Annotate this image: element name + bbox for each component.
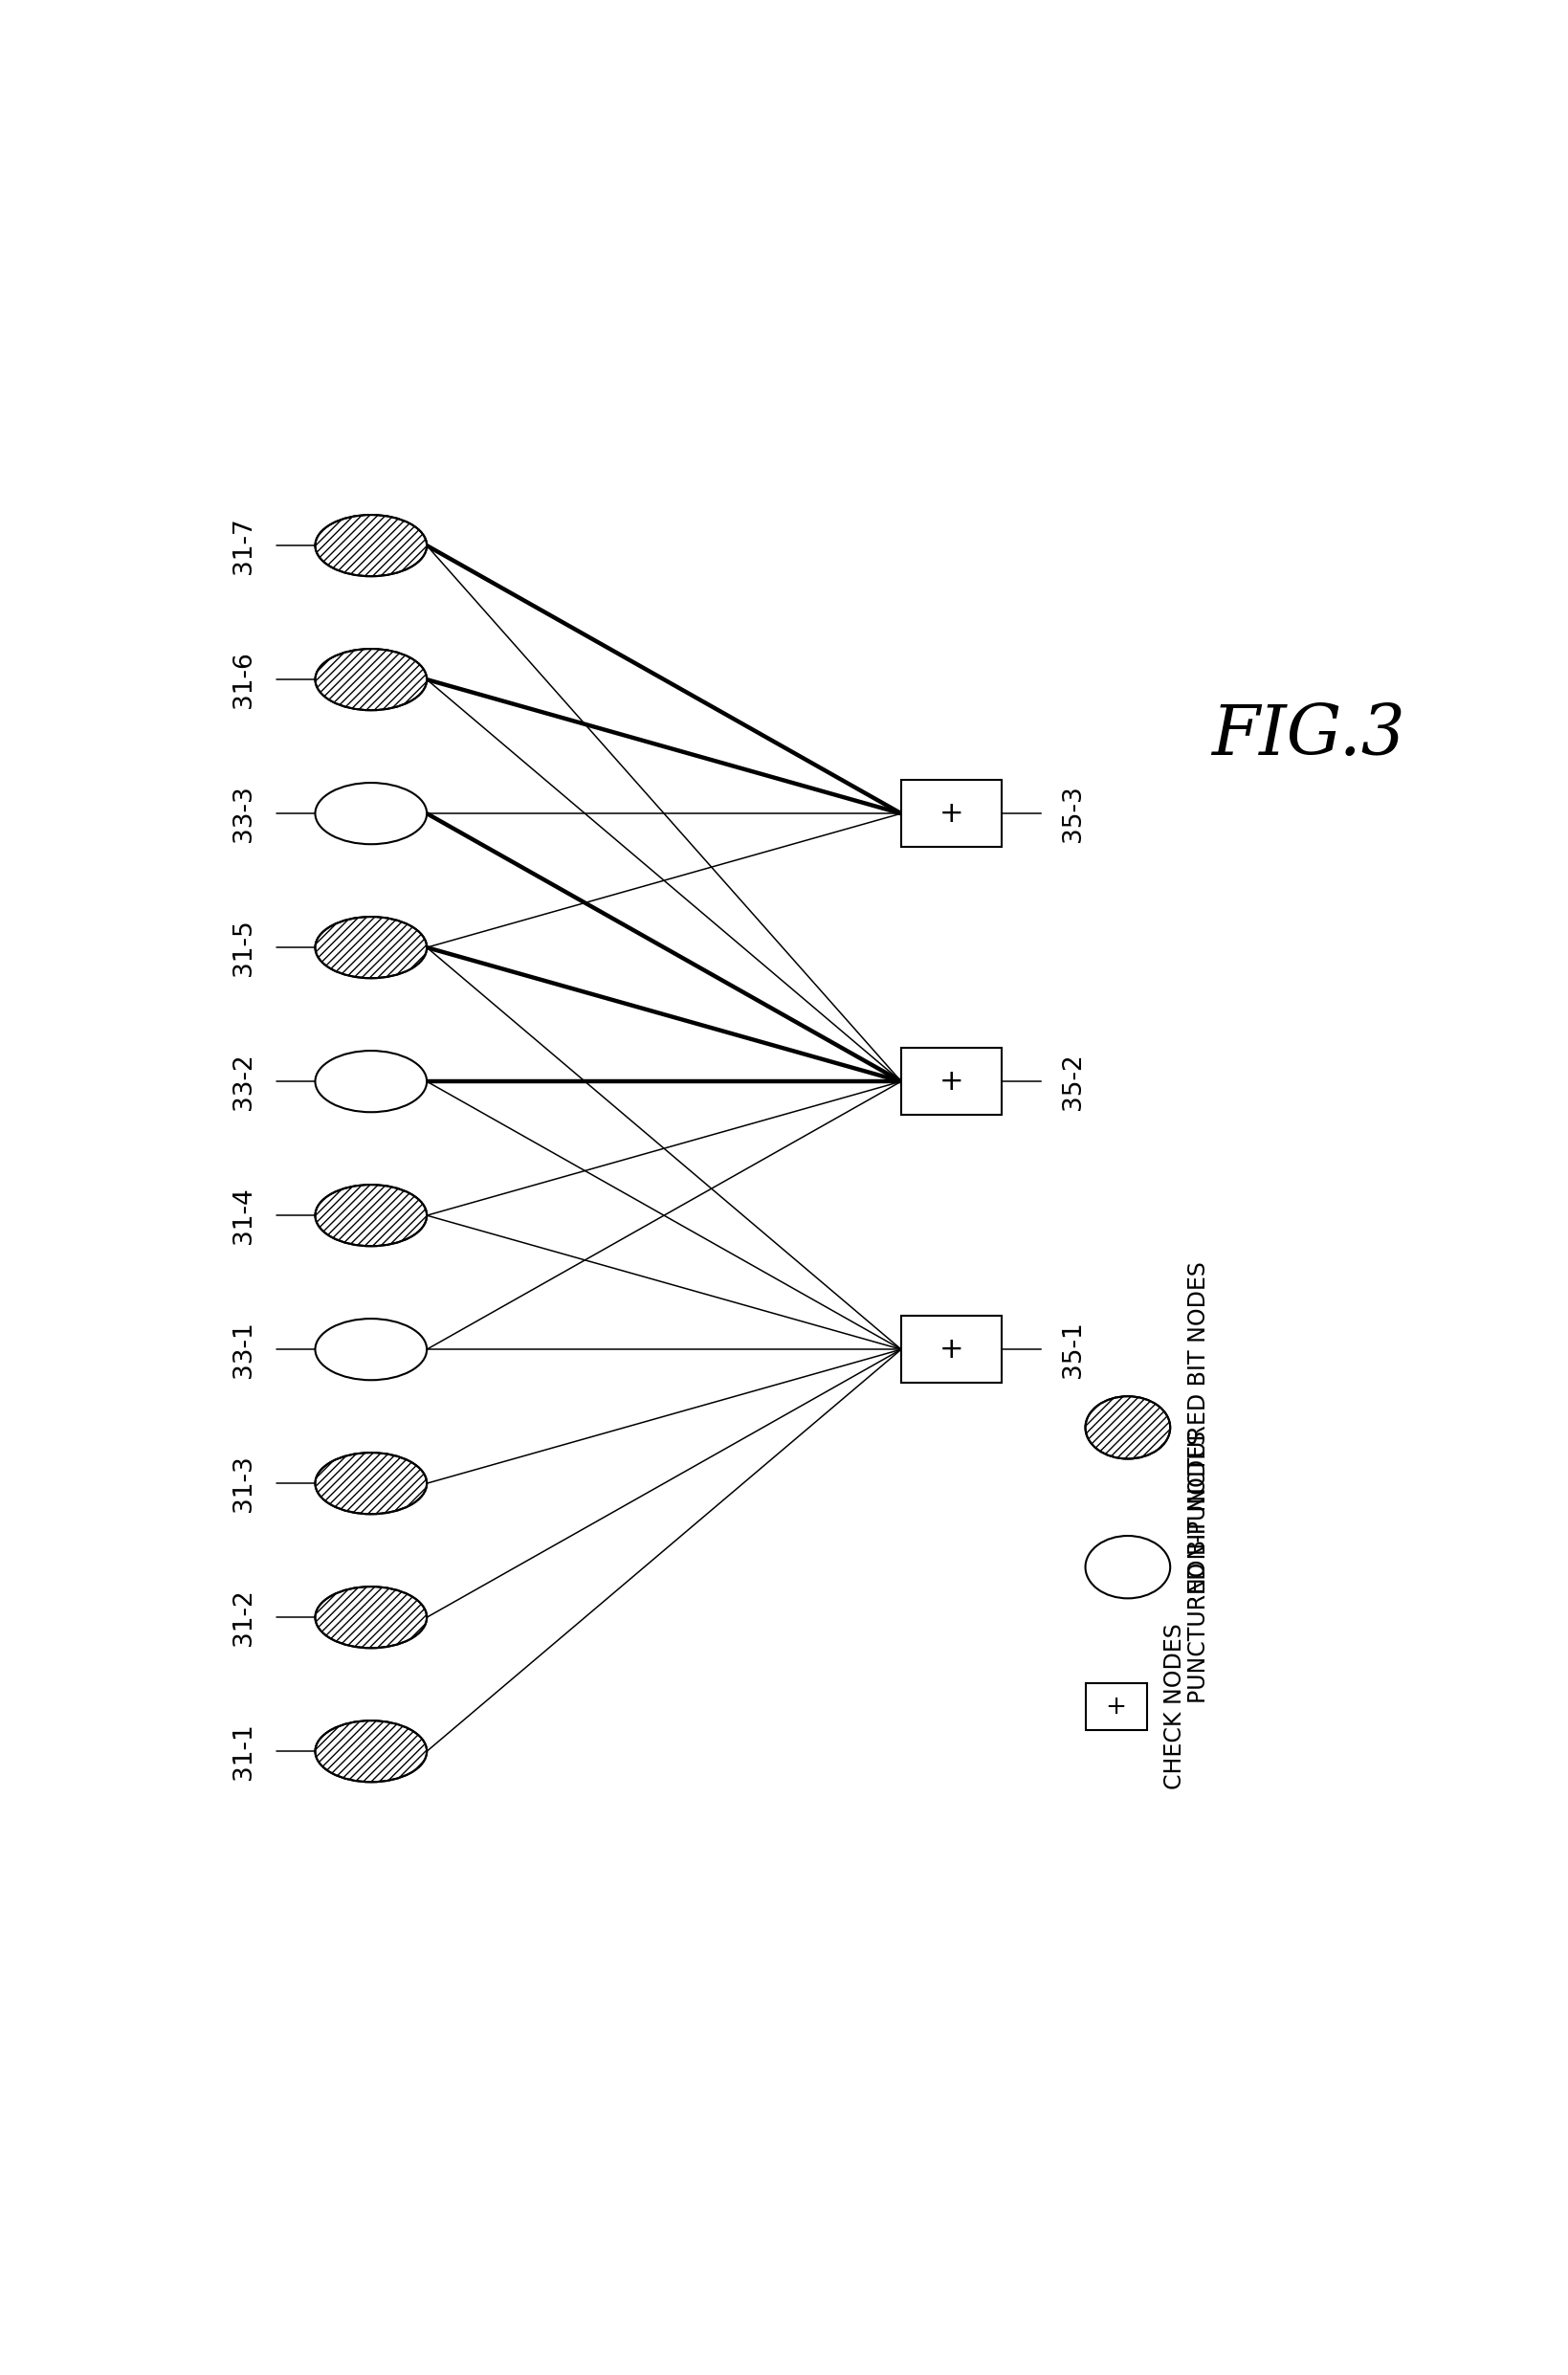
Text: 31-7: 31-7 bbox=[230, 518, 256, 575]
Text: PUNCTURED BIT NODES: PUNCTURED BIT NODES bbox=[1187, 1430, 1210, 1703]
Text: 31-2: 31-2 bbox=[230, 1589, 256, 1646]
Text: +: + bbox=[939, 800, 964, 826]
Text: NON-PUNCTURED BIT NODES: NON-PUNCTURED BIT NODES bbox=[1187, 1261, 1210, 1594]
Ellipse shape bbox=[315, 917, 426, 978]
Text: +: + bbox=[939, 1069, 964, 1095]
Text: 31-1: 31-1 bbox=[230, 1722, 256, 1779]
Ellipse shape bbox=[315, 648, 426, 710]
Ellipse shape bbox=[1085, 1537, 1170, 1598]
Text: 31-5: 31-5 bbox=[230, 919, 256, 976]
Text: 33-3: 33-3 bbox=[230, 784, 256, 843]
Text: +: + bbox=[1105, 1693, 1126, 1720]
Ellipse shape bbox=[315, 1050, 426, 1112]
Text: +: + bbox=[939, 1335, 964, 1363]
Text: 31-3: 31-3 bbox=[230, 1456, 256, 1513]
Ellipse shape bbox=[315, 515, 426, 577]
Text: 35-3: 35-3 bbox=[1062, 784, 1085, 843]
Ellipse shape bbox=[315, 784, 426, 843]
Ellipse shape bbox=[315, 1587, 426, 1648]
Text: FIG.3: FIG.3 bbox=[1212, 701, 1405, 770]
FancyBboxPatch shape bbox=[902, 1047, 1002, 1114]
Text: 35-1: 35-1 bbox=[1062, 1321, 1085, 1378]
Text: 31-6: 31-6 bbox=[230, 651, 256, 708]
FancyBboxPatch shape bbox=[1085, 1684, 1146, 1729]
Text: 33-2: 33-2 bbox=[230, 1052, 256, 1109]
FancyBboxPatch shape bbox=[902, 779, 1002, 848]
Text: CHECK NODES: CHECK NODES bbox=[1163, 1625, 1187, 1791]
Text: 35-2: 35-2 bbox=[1062, 1052, 1085, 1109]
FancyBboxPatch shape bbox=[902, 1316, 1002, 1382]
Text: 31-4: 31-4 bbox=[230, 1188, 256, 1244]
Ellipse shape bbox=[315, 1720, 426, 1781]
Text: 33-1: 33-1 bbox=[230, 1321, 256, 1378]
Ellipse shape bbox=[315, 1318, 426, 1380]
Ellipse shape bbox=[315, 1454, 426, 1513]
Ellipse shape bbox=[315, 1185, 426, 1247]
Ellipse shape bbox=[1085, 1396, 1170, 1458]
